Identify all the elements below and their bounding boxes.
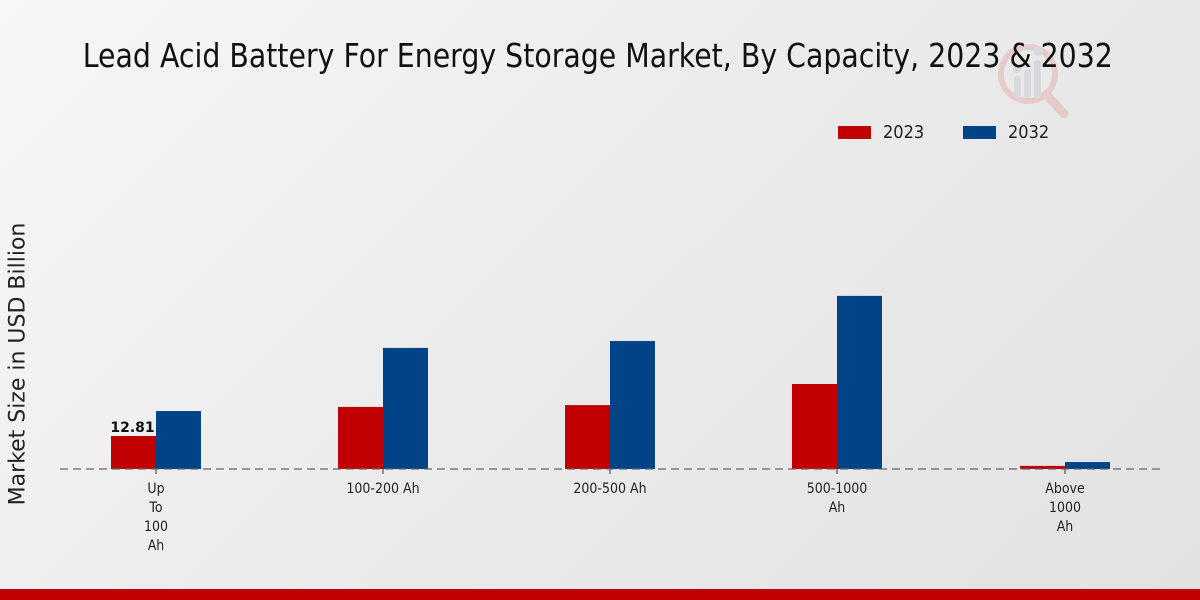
bar-2023-3[interactable]	[792, 383, 837, 469]
watermark-logo-icon	[998, 44, 1069, 118]
bar-2032-2[interactable]	[610, 340, 655, 469]
legend-label-2032: 2032	[1007, 122, 1050, 143]
bar-2032-0[interactable]	[156, 411, 201, 469]
bar-2023-4[interactable]	[1020, 465, 1065, 469]
bar-2023-0[interactable]	[111, 436, 156, 469]
x-tick-label: 500-1000	[807, 481, 868, 497]
legend-item-2032[interactable]: 2032	[962, 122, 1054, 143]
legend-label-2023: 2023	[883, 122, 925, 143]
x-tick-label: 100	[144, 519, 168, 535]
x-tick-label: Ah	[829, 500, 846, 516]
chart-title: Lead Acid Battery For Energy Storage Mar…	[82, 36, 1113, 75]
legend-swatch-2023	[838, 126, 871, 139]
chart-legend: 2023 2032	[838, 122, 1088, 143]
bar-2032-4[interactable]	[1065, 462, 1110, 469]
x-tick-label: 200-500 Ah	[573, 481, 646, 497]
data-label: 12.81	[110, 420, 154, 436]
x-tick-label: 1000	[1049, 500, 1081, 516]
x-tick-label: To	[148, 500, 162, 516]
bar-2032-3[interactable]	[837, 295, 882, 469]
bar-2023-2[interactable]	[565, 405, 610, 469]
bar-2032-1[interactable]	[383, 347, 428, 469]
x-tick-label: Above	[1045, 481, 1084, 497]
bar-2023-1[interactable]	[338, 406, 383, 469]
x-tick-label: 100-200 Ah	[346, 481, 419, 497]
x-tick-label: Up	[147, 481, 164, 497]
footer-bar	[0, 589, 1200, 600]
legend-swatch-2032	[962, 126, 996, 139]
x-tick-label: Ah	[148, 538, 165, 554]
legend-item-2023[interactable]: 2023	[838, 122, 929, 143]
x-tick-label: Ah	[1057, 519, 1074, 535]
